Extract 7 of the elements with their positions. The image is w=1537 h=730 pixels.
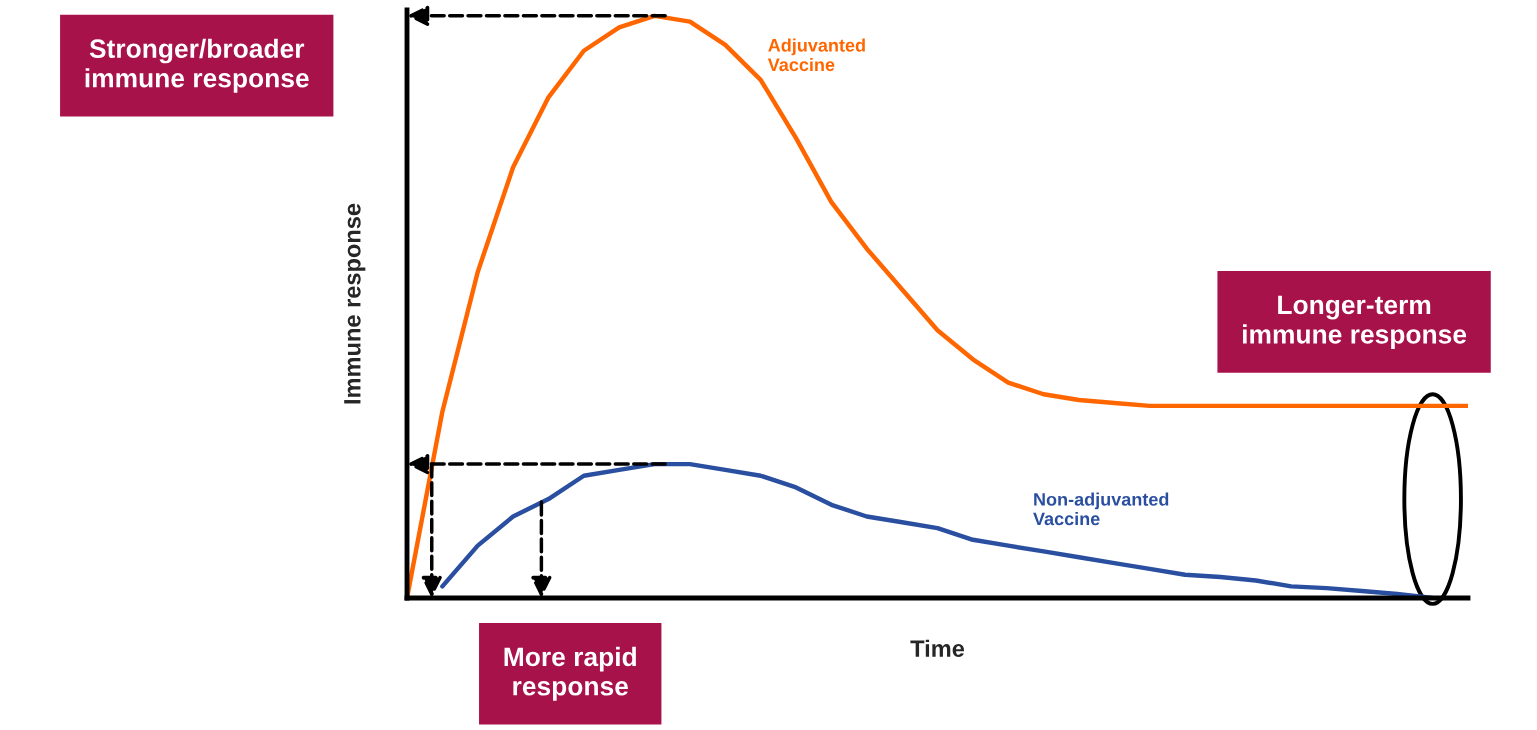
text: More rapid response (504, 646, 636, 701)
series-label: Adjuvanted Vaccine (767, 38, 865, 72)
text: Stronger/broader immune response (85, 38, 309, 93)
y-axis-title: Immune response (344, 203, 366, 404)
series-label: Non-adjuvanted Vaccine (1033, 492, 1169, 526)
annotation: Longer-term immune response (1243, 295, 1467, 349)
x-axis-title: Time (910, 639, 965, 658)
